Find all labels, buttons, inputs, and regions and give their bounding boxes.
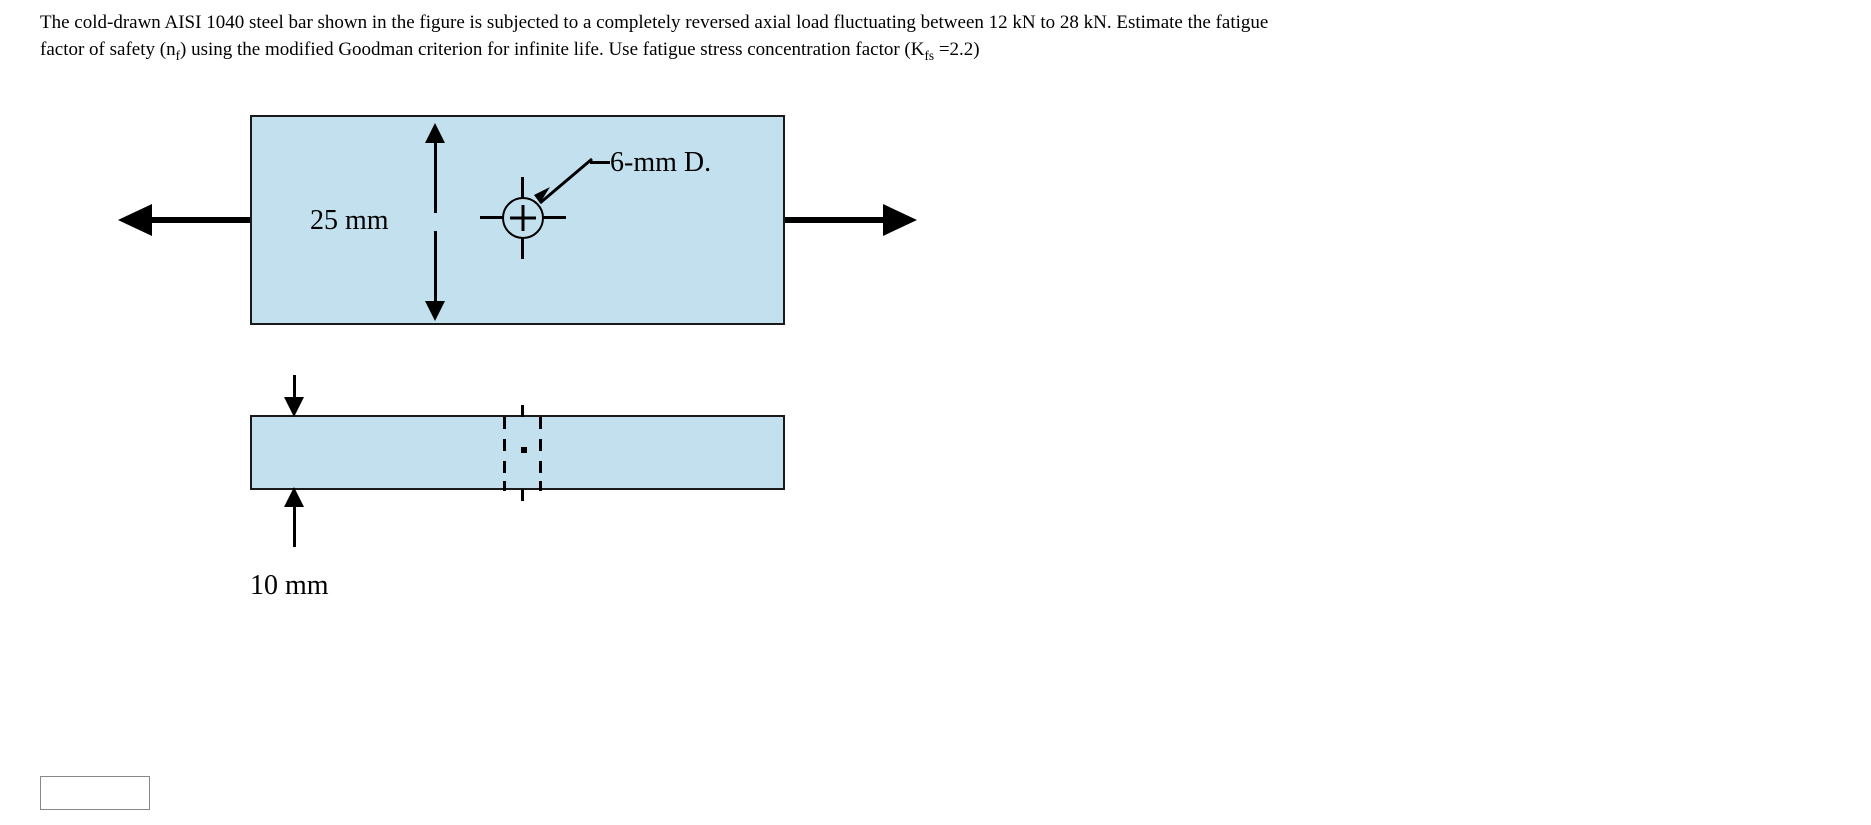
dimension-25mm: 25 mm [270, 123, 430, 318]
arrow-shaft-right [785, 217, 885, 223]
diagram: 25 mm 6-mm D. [100, 115, 920, 675]
problem-line2c: =2.2) [934, 39, 980, 60]
arrow-head-right [883, 204, 917, 236]
problem-statement: The cold-drawn AISI 1040 steel bar shown… [40, 10, 1640, 65]
dim-arrow-down [425, 231, 445, 321]
problem-line2a: factor of safety (n [40, 39, 176, 60]
arrow-shaft-left [150, 217, 250, 223]
dim-10-label: 10 mm [250, 570, 329, 602]
dim-25-label: 25 mm [310, 205, 389, 237]
subscript-kfs: fs [924, 47, 934, 62]
leader-dash [590, 161, 610, 164]
force-arrow-right [785, 212, 917, 228]
dim10-arrow-down [284, 375, 304, 417]
problem-line1: The cold-drawn AISI 1040 steel bar shown… [40, 12, 1268, 33]
dim10-arrow-up [284, 487, 304, 547]
answer-input[interactable] [40, 776, 150, 810]
force-arrow-left [118, 212, 250, 228]
hole-diameter-label: 6-mm D. [610, 147, 711, 179]
arrow-head-left [118, 204, 152, 236]
dimension-10mm [270, 375, 360, 565]
dim-arrow-up [425, 123, 445, 213]
problem-line2b: ) using the modified Goodman criterion f… [180, 39, 924, 60]
hidden-hole-lines [495, 413, 555, 493]
